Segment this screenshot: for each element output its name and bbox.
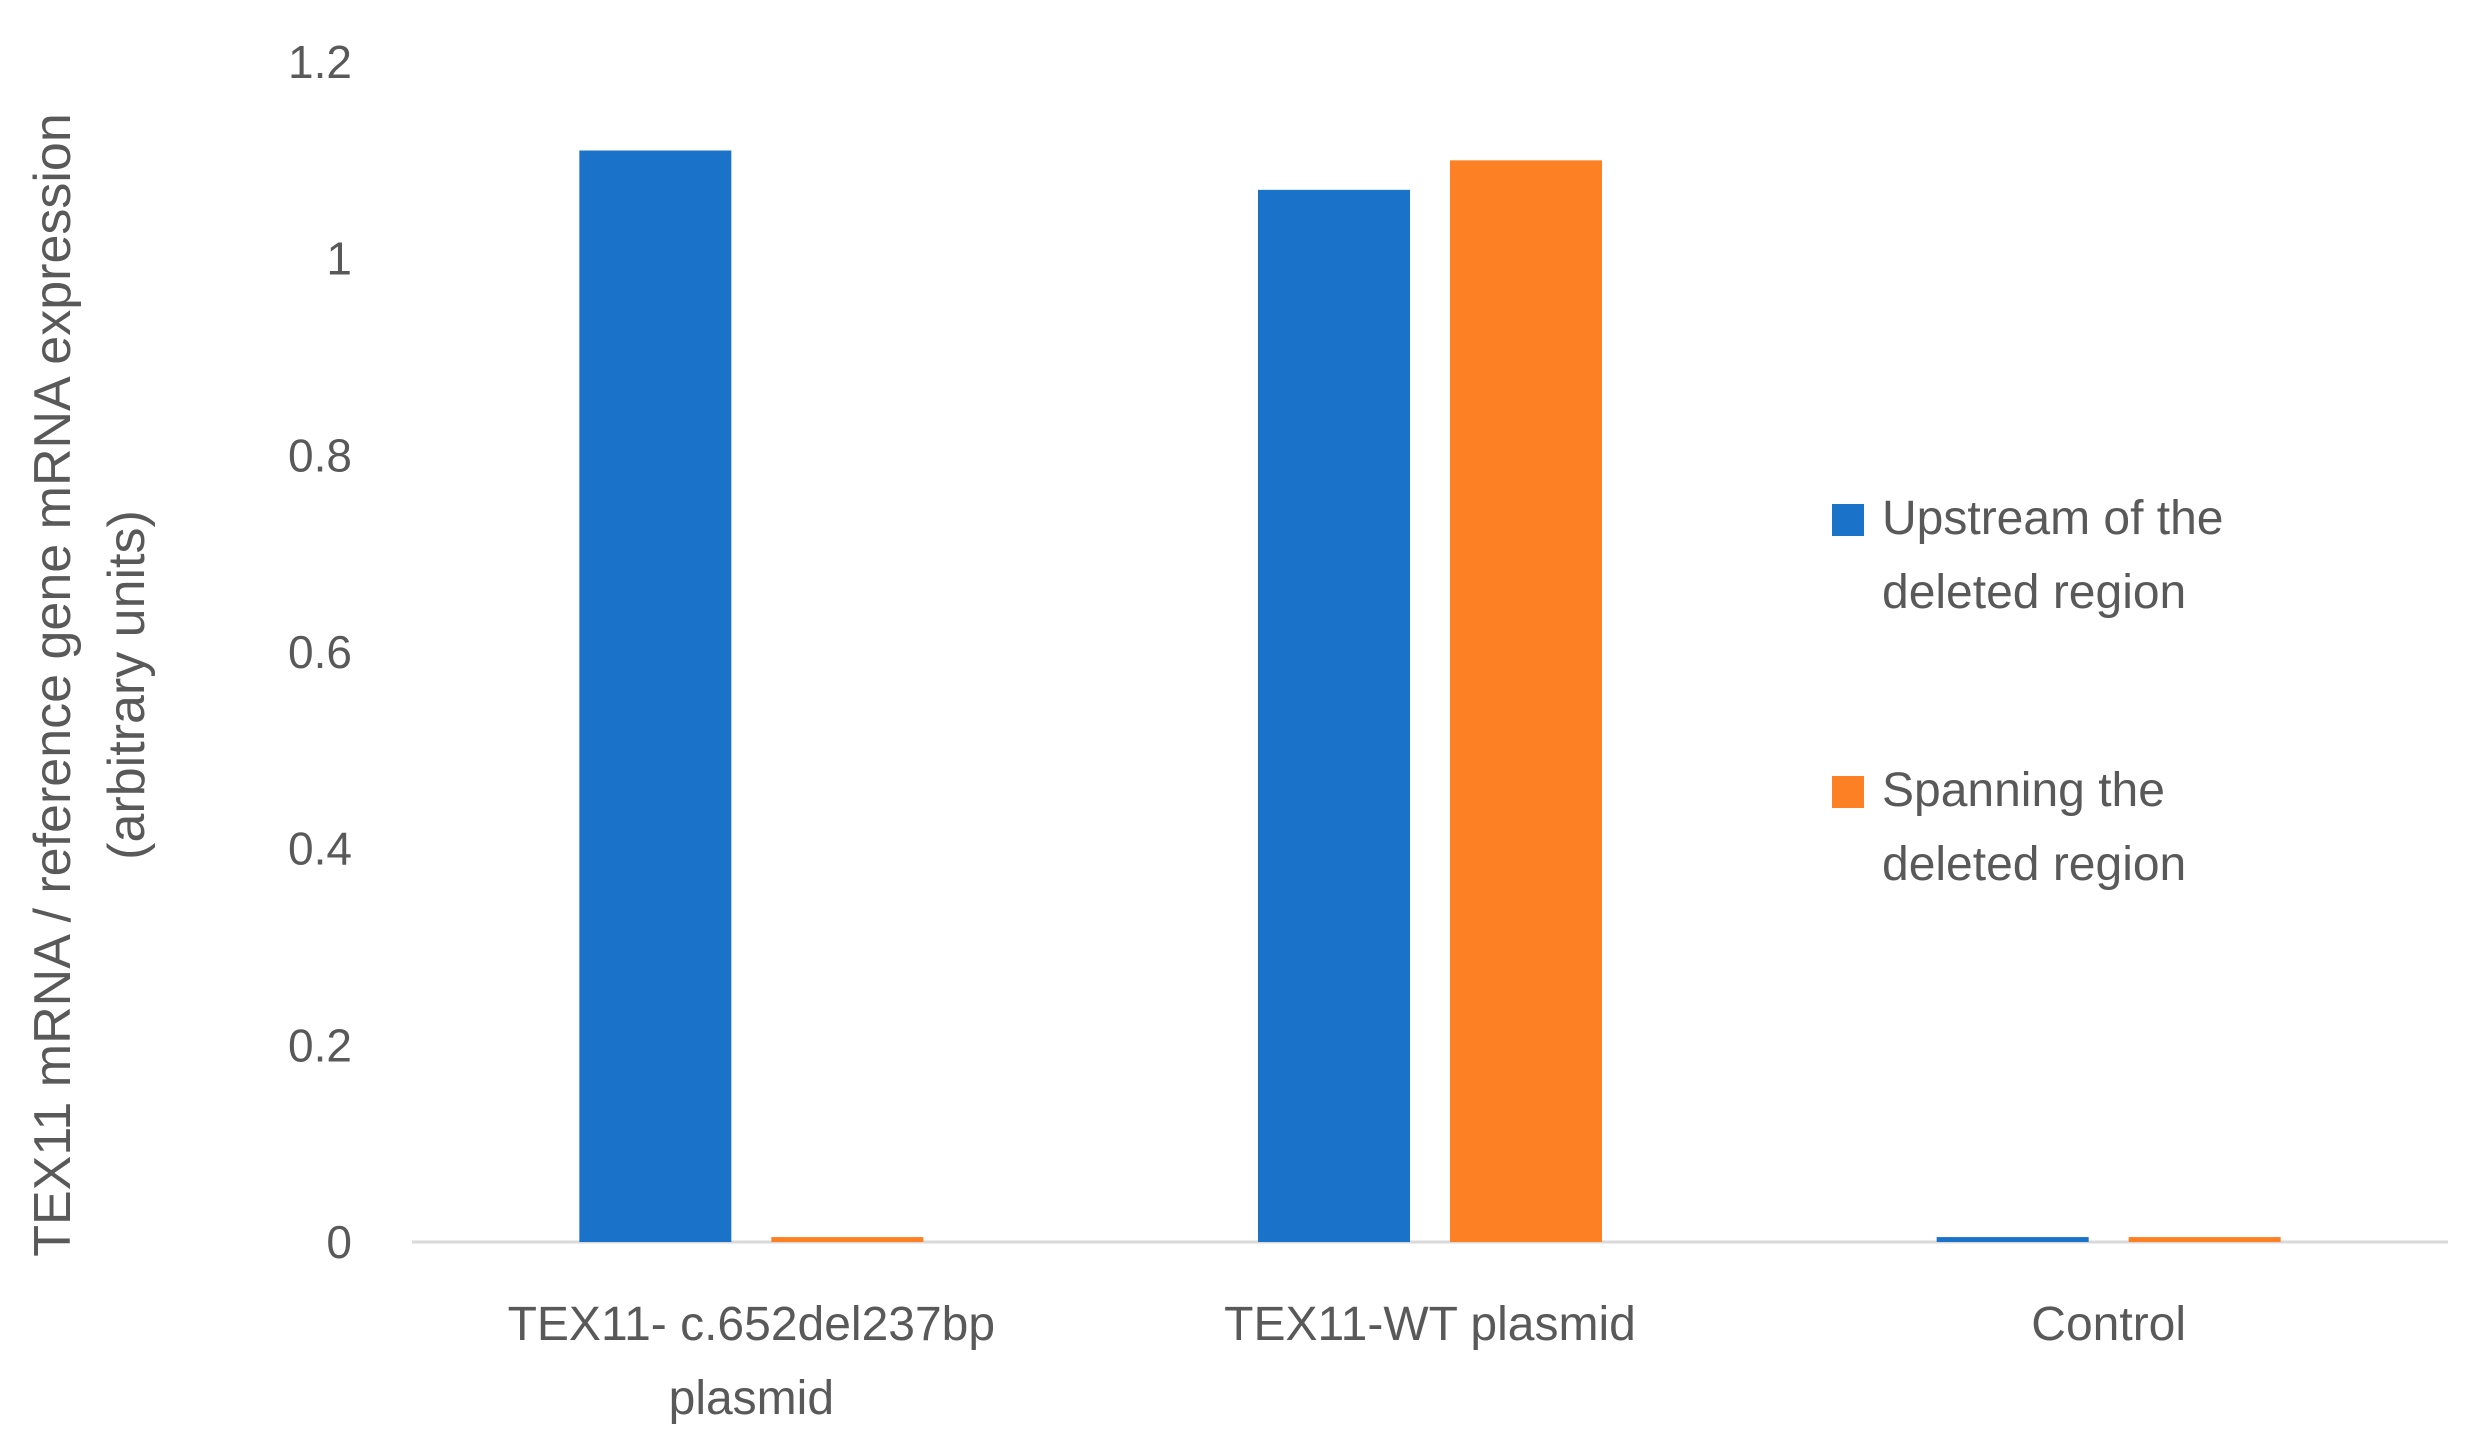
y-axis-label: TEX11 mRNA / reference gene mRNA express… — [24, 113, 156, 1257]
y-tick-label: 1.2 — [288, 36, 352, 88]
bar-spanning-1 — [1450, 160, 1602, 1242]
bar-upstream-1 — [1258, 189, 1410, 1242]
bar-upstream-0 — [579, 150, 732, 1242]
legend-swatch-upstream — [1832, 504, 1864, 536]
y-tick-label: 0 — [326, 1216, 352, 1268]
bar-upstream-2 — [1936, 1237, 2089, 1242]
y-tick-label: 0.6 — [288, 626, 352, 678]
x-tick-label: TEX11-WT plasmid — [1224, 1298, 1636, 1351]
y-tick-label: 0.4 — [288, 823, 352, 875]
y-tick-label: 0.8 — [288, 429, 352, 481]
legend-label-spanning: Spanning the deleted region — [1882, 764, 2186, 891]
legend-label-upstream: Upstream of the deleted region — [1882, 492, 2223, 619]
y-tick-label: 1 — [326, 233, 352, 285]
x-tick-label: Control — [2031, 1298, 2186, 1351]
bar-spanning-0 — [771, 1237, 924, 1242]
legend-swatch-spanning — [1832, 776, 1864, 808]
x-tick-label: TEX11- c.652del237bp plasmid — [508, 1298, 995, 1425]
y-tick-label: 0.2 — [288, 1019, 352, 1071]
bar-spanning-2 — [2128, 1237, 2281, 1242]
